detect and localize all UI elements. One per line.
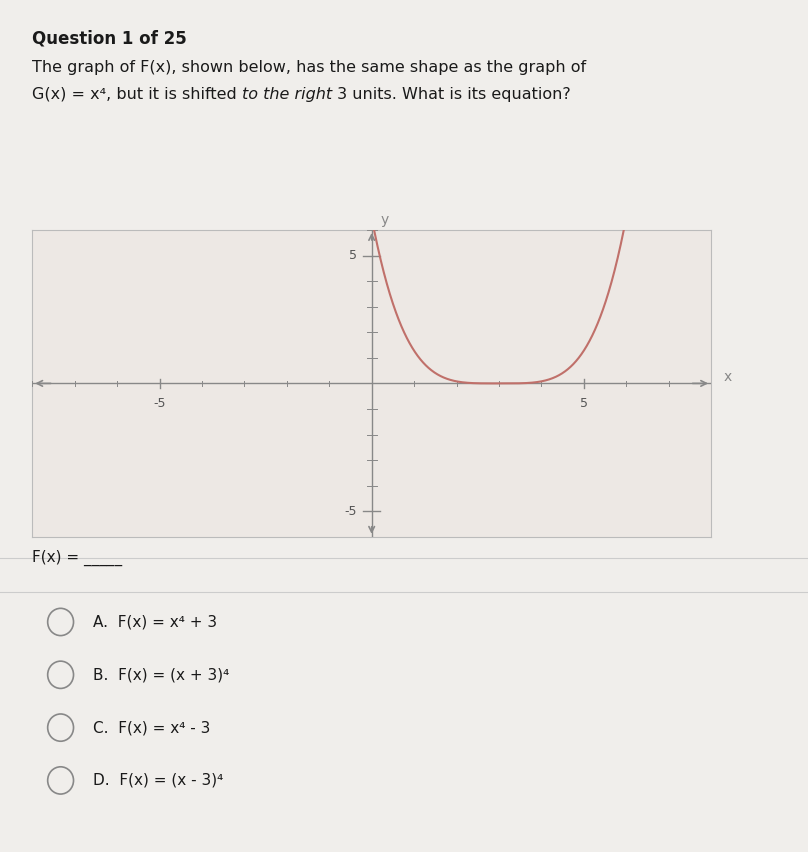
Text: A.  F(x) = x⁴ + 3: A. F(x) = x⁴ + 3 [93,614,217,630]
Text: -5: -5 [344,504,357,518]
Text: B.  F(x) = (x + 3)⁴: B. F(x) = (x + 3)⁴ [93,667,229,682]
Text: G(x) = x⁴, but it is shifted: G(x) = x⁴, but it is shifted [32,87,242,102]
Text: F(x) = _____: F(x) = _____ [32,550,123,566]
Text: 5: 5 [580,397,587,411]
Text: The graph of F(x), shown below, has the same shape as the graph of: The graph of F(x), shown below, has the … [32,60,587,75]
Text: 5: 5 [349,249,357,262]
Text: x: x [724,370,732,384]
Text: Question 1 of 25: Question 1 of 25 [32,30,187,48]
Text: 3 units. What is its equation?: 3 units. What is its equation? [332,87,571,102]
Text: -5: -5 [154,397,166,411]
Text: C.  F(x) = x⁴ - 3: C. F(x) = x⁴ - 3 [93,720,210,735]
Text: y: y [380,214,389,227]
Text: to the right: to the right [242,87,332,102]
Text: D.  F(x) = (x - 3)⁴: D. F(x) = (x - 3)⁴ [93,773,223,788]
